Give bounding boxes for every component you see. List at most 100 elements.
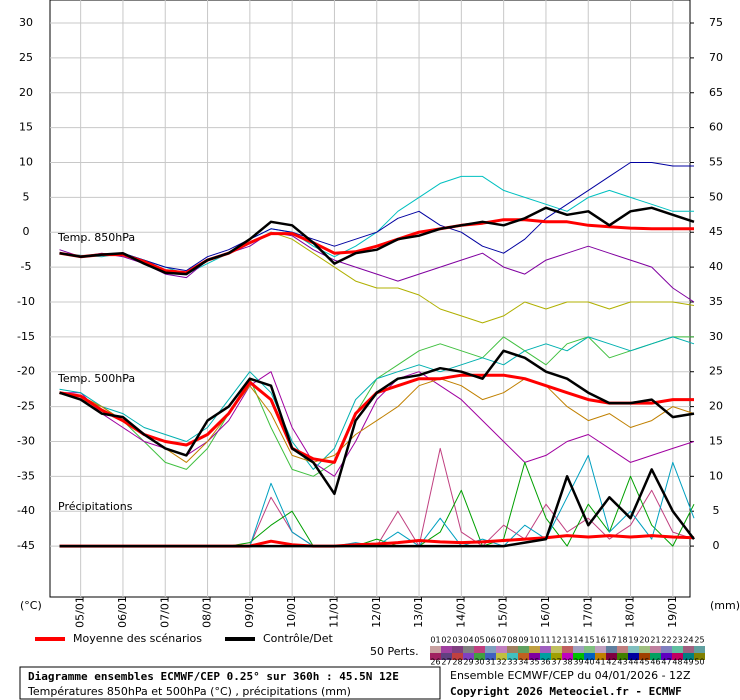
y-unit: (°C)	[20, 599, 42, 612]
y2-tick-label: 10	[709, 469, 723, 482]
x-tick-label: 11/01	[327, 596, 340, 628]
perturbation-line	[59, 336, 695, 470]
member-label: 43	[617, 658, 627, 667]
y-tick-label: -45	[17, 539, 35, 552]
y2-tick-label: 70	[709, 51, 723, 64]
member-label: 23	[672, 636, 682, 645]
member-swatch	[441, 646, 452, 653]
control-line	[59, 206, 695, 276]
member-swatch	[496, 646, 507, 653]
member-swatch	[595, 646, 606, 653]
x-tick-label: 10/01	[285, 596, 298, 628]
title-box	[19, 666, 441, 700]
member-swatch	[650, 646, 661, 653]
member-label: 01	[430, 636, 440, 645]
member-label: 45	[639, 658, 649, 667]
member-swatch	[639, 653, 650, 660]
member-swatch	[628, 646, 639, 653]
member-label: 35	[529, 658, 539, 667]
y-tick-label: -40	[17, 504, 35, 517]
member-swatch	[562, 646, 573, 653]
y2-tick-label: 75	[709, 16, 723, 29]
member-swatch	[617, 646, 628, 653]
y2-tick-label: 35	[709, 295, 723, 308]
chart-subtitle: Températures 850hPa et 500hPa (°C) , pré…	[27, 685, 351, 698]
x-tick-label: 07/01	[158, 596, 171, 628]
y-tick-label: -35	[17, 469, 35, 482]
member-swatch	[452, 646, 463, 653]
member-label: 29	[463, 658, 473, 667]
member-swatch	[540, 653, 551, 660]
member-swatch	[584, 653, 595, 660]
member-swatch	[463, 653, 474, 660]
legend-label: Moyenne des scénarios	[73, 632, 202, 645]
member-label: 15	[584, 636, 594, 645]
member-swatch	[507, 646, 518, 653]
member-swatch	[628, 653, 639, 660]
y-tick-label: -15	[17, 330, 35, 343]
chart-title: Diagramme ensembles ECMWF/CEP 0.25° sur …	[28, 670, 399, 683]
member-label: 20	[639, 636, 649, 645]
member-label: 02	[441, 636, 451, 645]
member-swatch	[485, 646, 496, 653]
x-tick-label: 14/01	[454, 596, 467, 628]
member-label: 34	[518, 658, 528, 667]
y2-tick-label: 50	[709, 190, 723, 203]
run-label: Ensemble ECMWF/CEP du 04/01/2026 - 12Z	[450, 669, 691, 682]
member-swatch	[672, 653, 683, 660]
member-swatch	[430, 646, 441, 653]
member-label: 42	[606, 658, 616, 667]
member-swatch	[573, 646, 584, 653]
y-tick-label: 0	[23, 225, 30, 238]
member-label: 14	[573, 636, 583, 645]
member-swatch	[529, 653, 540, 660]
perturbation-line	[59, 231, 695, 303]
panel-label: Précipitations	[58, 500, 133, 513]
y-tick-label: 15	[19, 121, 33, 134]
member-label: 44	[628, 658, 638, 667]
y-tick-label: 20	[19, 86, 33, 99]
x-tick-label: 16/01	[539, 596, 552, 628]
member-label: 19	[628, 636, 638, 645]
member-label: 28	[452, 658, 462, 667]
member-swatch	[507, 653, 518, 660]
y-tick-label: 25	[19, 51, 33, 64]
member-label: 37	[551, 658, 561, 667]
member-swatch	[496, 653, 507, 660]
copyright: Copyright 2026 Meteociel.fr - ECMWF	[450, 685, 682, 698]
member-swatch	[551, 646, 562, 653]
control-line	[59, 349, 695, 496]
member-swatch	[683, 653, 694, 660]
x-tick-label: 05/01	[74, 596, 87, 628]
member-label: 16	[595, 636, 605, 645]
y-tick-label: 5	[23, 190, 30, 203]
perturbations-label: 50 Perts.	[370, 645, 419, 658]
member-label: 04	[463, 636, 473, 645]
member-label: 18	[617, 636, 627, 645]
member-swatch	[661, 646, 672, 653]
member-label: 12	[551, 636, 561, 645]
y-tick-label: 30	[19, 16, 33, 29]
member-label: 08	[507, 636, 517, 645]
y2-tick-label: 40	[709, 260, 723, 273]
member-swatch	[441, 653, 452, 660]
y2-tick-label: 30	[709, 330, 723, 343]
y2-tick-label: 0	[713, 539, 720, 552]
member-swatch	[672, 646, 683, 653]
member-label: 22	[661, 636, 671, 645]
member-swatch	[430, 653, 441, 660]
member-swatch	[474, 653, 485, 660]
member-label: 50	[694, 658, 704, 667]
member-swatch	[573, 653, 584, 660]
member-label: 27	[441, 658, 451, 667]
member-label: 26	[430, 658, 440, 667]
y-tick-label: -30	[17, 434, 35, 447]
member-swatch	[617, 653, 628, 660]
mean-line	[59, 218, 694, 275]
y2-tick-label: 55	[709, 156, 723, 169]
member-swatch	[606, 653, 617, 660]
member-swatch	[584, 646, 595, 653]
member-label: 24	[683, 636, 693, 645]
member-label: 03	[452, 636, 462, 645]
